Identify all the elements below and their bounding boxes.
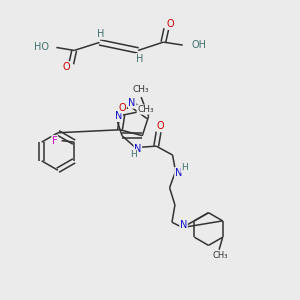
Text: O: O [62, 62, 70, 72]
Text: H: H [97, 29, 105, 39]
Text: O: O [118, 103, 126, 113]
Text: H: H [136, 54, 143, 64]
Text: OH: OH [192, 40, 207, 50]
Text: N: N [128, 98, 136, 108]
Text: CH₃: CH₃ [133, 85, 149, 94]
Text: N: N [115, 111, 122, 122]
Text: N: N [180, 220, 187, 230]
Text: N: N [134, 144, 142, 154]
Text: F: F [52, 136, 58, 146]
Text: H: H [130, 150, 136, 159]
Text: N: N [175, 168, 182, 178]
Text: CH₃: CH₃ [137, 105, 154, 114]
Text: O: O [167, 19, 174, 29]
Text: HO: HO [34, 43, 49, 52]
Text: CH₃: CH₃ [213, 251, 228, 260]
Text: H: H [181, 163, 188, 172]
Text: O: O [156, 121, 164, 131]
